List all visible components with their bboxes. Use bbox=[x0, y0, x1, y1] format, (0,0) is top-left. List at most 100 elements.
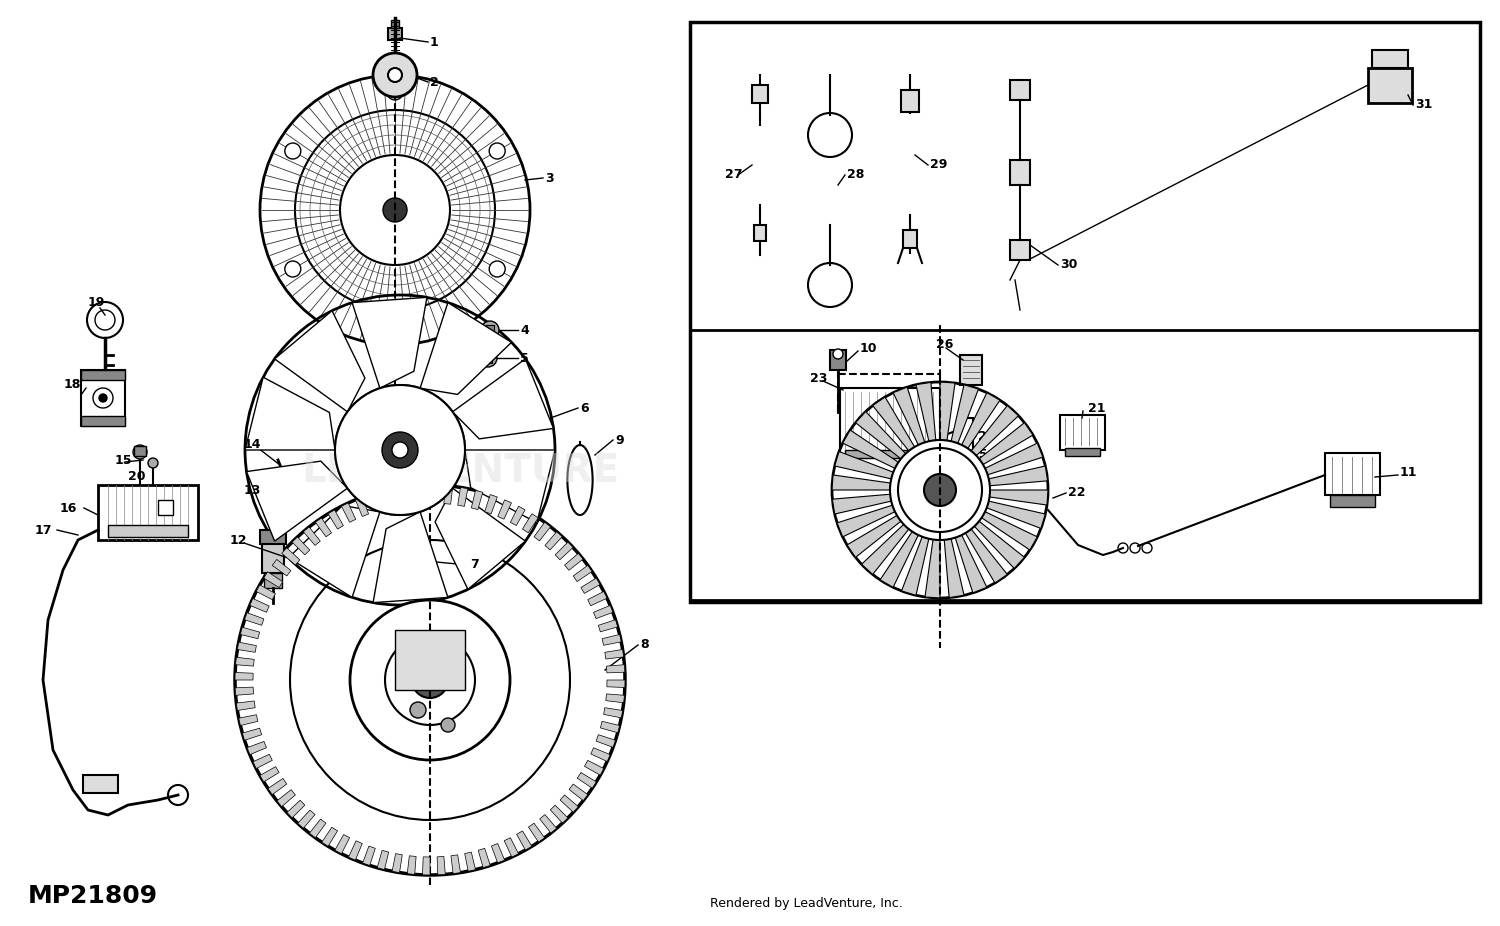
Bar bbox=[260, 530, 286, 544]
Text: 29: 29 bbox=[930, 158, 948, 171]
Circle shape bbox=[946, 464, 963, 480]
Bar bbox=[958, 418, 974, 458]
Polygon shape bbox=[248, 742, 267, 755]
Polygon shape bbox=[272, 559, 291, 576]
Polygon shape bbox=[292, 537, 309, 555]
Bar bbox=[392, 20, 399, 28]
Bar bbox=[486, 325, 494, 335]
Bar bbox=[1372, 50, 1408, 68]
Text: 9: 9 bbox=[615, 433, 624, 446]
Text: 7: 7 bbox=[470, 558, 478, 571]
Polygon shape bbox=[981, 512, 1038, 550]
Polygon shape bbox=[926, 540, 940, 598]
Bar bbox=[1010, 240, 1031, 260]
Polygon shape bbox=[334, 834, 350, 854]
Polygon shape bbox=[352, 297, 428, 388]
Polygon shape bbox=[251, 598, 268, 612]
Polygon shape bbox=[246, 461, 348, 541]
Text: 22: 22 bbox=[1068, 486, 1086, 499]
Bar bbox=[844, 450, 934, 458]
Bar bbox=[752, 85, 768, 103]
Text: 21: 21 bbox=[1088, 402, 1106, 415]
Polygon shape bbox=[956, 535, 987, 593]
Circle shape bbox=[334, 385, 465, 515]
Text: 28: 28 bbox=[847, 169, 864, 181]
Bar bbox=[1065, 448, 1100, 456]
Circle shape bbox=[388, 68, 402, 82]
Polygon shape bbox=[376, 850, 388, 870]
Polygon shape bbox=[892, 387, 926, 445]
Polygon shape bbox=[286, 800, 304, 818]
Polygon shape bbox=[940, 382, 956, 441]
Circle shape bbox=[382, 198, 406, 222]
Polygon shape bbox=[578, 772, 597, 788]
Text: 3: 3 bbox=[544, 171, 554, 184]
Polygon shape bbox=[833, 494, 891, 514]
Polygon shape bbox=[278, 790, 296, 807]
Circle shape bbox=[898, 448, 983, 532]
Polygon shape bbox=[902, 537, 928, 595]
Polygon shape bbox=[465, 450, 555, 523]
Circle shape bbox=[489, 143, 506, 159]
Text: 14: 14 bbox=[244, 439, 261, 452]
Polygon shape bbox=[342, 503, 355, 522]
Polygon shape bbox=[260, 767, 279, 782]
Circle shape bbox=[441, 718, 454, 732]
Polygon shape bbox=[288, 506, 380, 597]
Circle shape bbox=[374, 53, 417, 97]
Polygon shape bbox=[602, 634, 621, 645]
Text: 15: 15 bbox=[116, 454, 132, 467]
Polygon shape bbox=[970, 406, 1018, 456]
Bar bbox=[690, 22, 1480, 602]
Polygon shape bbox=[274, 311, 364, 412]
Text: 2: 2 bbox=[430, 76, 438, 89]
Polygon shape bbox=[303, 527, 321, 545]
Circle shape bbox=[387, 84, 404, 100]
Polygon shape bbox=[986, 444, 1042, 475]
Text: 26: 26 bbox=[936, 339, 954, 352]
Polygon shape bbox=[594, 606, 613, 619]
Polygon shape bbox=[596, 734, 615, 747]
Polygon shape bbox=[837, 506, 896, 537]
Polygon shape bbox=[465, 852, 476, 871]
Text: 10: 10 bbox=[859, 342, 877, 355]
Polygon shape bbox=[315, 518, 332, 537]
Polygon shape bbox=[534, 522, 550, 541]
Circle shape bbox=[285, 261, 302, 277]
Polygon shape bbox=[478, 848, 490, 868]
Bar bbox=[108, 525, 188, 537]
Circle shape bbox=[99, 394, 106, 402]
Circle shape bbox=[478, 349, 496, 367]
Text: 8: 8 bbox=[640, 639, 648, 652]
Bar bbox=[754, 225, 766, 241]
Polygon shape bbox=[588, 592, 608, 606]
Polygon shape bbox=[298, 810, 315, 828]
Polygon shape bbox=[374, 512, 448, 603]
Circle shape bbox=[392, 442, 408, 458]
Polygon shape bbox=[384, 489, 396, 507]
Text: 5: 5 bbox=[520, 352, 528, 365]
Polygon shape bbox=[264, 572, 282, 587]
Circle shape bbox=[148, 458, 158, 468]
Polygon shape bbox=[356, 497, 369, 517]
Polygon shape bbox=[580, 578, 600, 594]
Bar bbox=[1330, 495, 1376, 507]
Text: 16: 16 bbox=[60, 502, 78, 515]
Bar bbox=[1368, 68, 1411, 103]
Polygon shape bbox=[873, 397, 915, 451]
Polygon shape bbox=[348, 841, 363, 860]
Text: 30: 30 bbox=[1060, 258, 1077, 271]
Polygon shape bbox=[268, 779, 286, 795]
Circle shape bbox=[413, 662, 448, 698]
Bar bbox=[1324, 453, 1380, 495]
Circle shape bbox=[278, 474, 294, 490]
Circle shape bbox=[410, 702, 426, 718]
Circle shape bbox=[382, 542, 418, 578]
Circle shape bbox=[833, 349, 843, 359]
Polygon shape bbox=[282, 548, 300, 565]
Polygon shape bbox=[540, 815, 556, 833]
Polygon shape bbox=[414, 485, 423, 504]
Polygon shape bbox=[392, 854, 402, 872]
Polygon shape bbox=[606, 694, 624, 703]
Bar bbox=[1060, 415, 1106, 450]
